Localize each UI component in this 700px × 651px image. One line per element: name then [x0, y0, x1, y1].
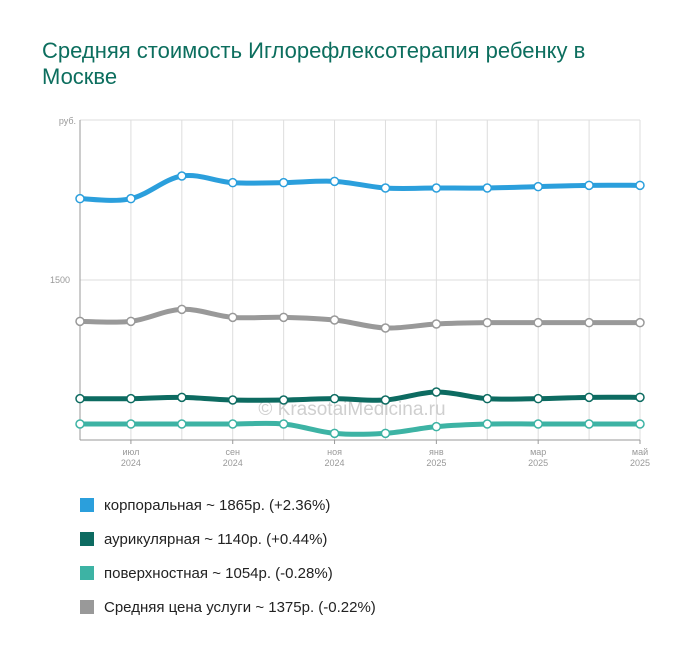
series-1-point[interactable]	[75, 393, 85, 404]
series-2-point[interactable]	[227, 419, 238, 429]
series-3-point[interactable]	[75, 316, 85, 327]
series-0-line	[77, 172, 643, 203]
series-0-point[interactable]	[329, 176, 340, 187]
x-tick-label-year: 2025	[426, 458, 446, 468]
legend-series-summary: ~ 1054р. (-0.28%)	[212, 564, 333, 582]
series-0-point[interactable]	[227, 177, 238, 188]
x-tick-label-month: ноя	[327, 447, 342, 457]
legend-item[interactable]: поверхностная ~ 1054р. (-0.28%)	[80, 556, 376, 590]
y-tick-label: 1500	[50, 275, 70, 285]
y-unit-label: руб.	[59, 116, 76, 126]
legend-item[interactable]: Средняя цена услуги ~ 1375р. (-0.22%)	[80, 590, 376, 624]
series-1-point[interactable]	[329, 393, 340, 404]
series-2-line	[77, 420, 643, 437]
series-2-point[interactable]	[177, 419, 187, 429]
x-tick-label-year: 2025	[630, 458, 650, 468]
chart-title: Средняя стоимость Иглорефлексотерапия ре…	[42, 38, 586, 89]
series-3-line	[77, 306, 643, 331]
series-3-point[interactable]	[533, 317, 543, 328]
series-1-point[interactable]	[380, 395, 391, 405]
series-0-point[interactable]	[584, 180, 594, 191]
series-2-point[interactable]	[278, 419, 289, 429]
series-2-point[interactable]	[75, 419, 85, 429]
series-1-point[interactable]	[177, 392, 187, 403]
x-tick-label-year: 2025	[528, 458, 548, 468]
x-tick-label-year: 2024	[121, 458, 141, 468]
x-tick-label-month: янв	[429, 447, 444, 457]
legend: корпоральная ~ 1865р. (+2.36%) аурикулярн…	[80, 488, 376, 624]
series-1-point[interactable]	[278, 395, 289, 405]
series-2-point[interactable]	[584, 419, 594, 429]
series-0-point[interactable]	[380, 183, 391, 193]
legend-swatch	[80, 498, 94, 512]
x-tick-label-year: 2024	[223, 458, 243, 468]
legend-item[interactable]: аурикулярная ~ 1140р. (+0.44%)	[80, 522, 376, 556]
series-0-point[interactable]	[75, 193, 85, 204]
x-tick-label-month: мар	[530, 447, 546, 457]
series-0-point[interactable]	[431, 183, 442, 193]
series-1-point[interactable]	[482, 393, 493, 404]
series-2-point[interactable]	[431, 421, 442, 432]
series-3-point[interactable]	[482, 317, 493, 328]
series-3-point[interactable]	[278, 312, 289, 323]
series-2-point[interactable]	[482, 419, 493, 429]
series-0-point[interactable]	[482, 183, 493, 193]
series-2-point[interactable]	[533, 419, 543, 429]
series-3-point[interactable]	[380, 323, 391, 333]
legend-series-name: аурикулярная	[104, 530, 201, 548]
x-tick-label-year: 2024	[325, 458, 345, 468]
series-0-point[interactable]	[533, 181, 543, 192]
series-0-point[interactable]	[635, 180, 645, 191]
series-2-point[interactable]	[329, 428, 340, 439]
series-1-point[interactable]	[126, 393, 136, 404]
series-1-point[interactable]	[431, 387, 442, 397]
series-0-point[interactable]	[177, 171, 187, 181]
series-0-point[interactable]	[278, 177, 289, 188]
series-1-point[interactable]	[533, 393, 543, 404]
series-3-point[interactable]	[126, 316, 136, 327]
series-2-point[interactable]	[126, 419, 136, 429]
legend-swatch	[80, 532, 94, 546]
legend-series-name: корпоральная	[104, 496, 202, 514]
series-3-point[interactable]	[431, 319, 442, 329]
legend-series-summary: ~ 1865р. (+2.36%)	[206, 496, 331, 514]
series-1-point[interactable]	[227, 395, 238, 405]
x-tick-label-month: май	[632, 447, 648, 457]
series-2-point[interactable]	[635, 419, 645, 429]
legend-swatch	[80, 600, 94, 614]
legend-series-name: поверхностная	[104, 564, 209, 582]
x-tick-label-month: июл	[122, 447, 139, 457]
series-3-point[interactable]	[177, 304, 187, 315]
legend-swatch	[80, 566, 94, 580]
x-tick-label-month: сен	[225, 447, 240, 457]
legend-series-summary: ~ 1375р. (-0.22%)	[255, 598, 376, 616]
legend-item[interactable]: корпоральная ~ 1865р. (+2.36%)	[80, 488, 376, 522]
chart-plot: руб.1500июл2024сен2024ноя2024янв2025мар2…	[50, 116, 650, 468]
series-1-point[interactable]	[584, 392, 594, 403]
series-1-line	[77, 389, 643, 403]
series-1-point[interactable]	[635, 392, 645, 403]
series-2-point[interactable]	[380, 428, 391, 439]
series-3-point[interactable]	[584, 317, 594, 328]
series-3-point[interactable]	[635, 317, 645, 328]
series-3-point[interactable]	[227, 312, 238, 323]
series-3-point[interactable]	[329, 315, 340, 325]
legend-series-name: Средняя цена услуги	[104, 598, 252, 616]
legend-series-summary: ~ 1140р. (+0.44%)	[204, 530, 328, 548]
series-0-point[interactable]	[126, 193, 136, 204]
watermark: © KrasotaiMedicina.ru	[258, 399, 445, 420]
